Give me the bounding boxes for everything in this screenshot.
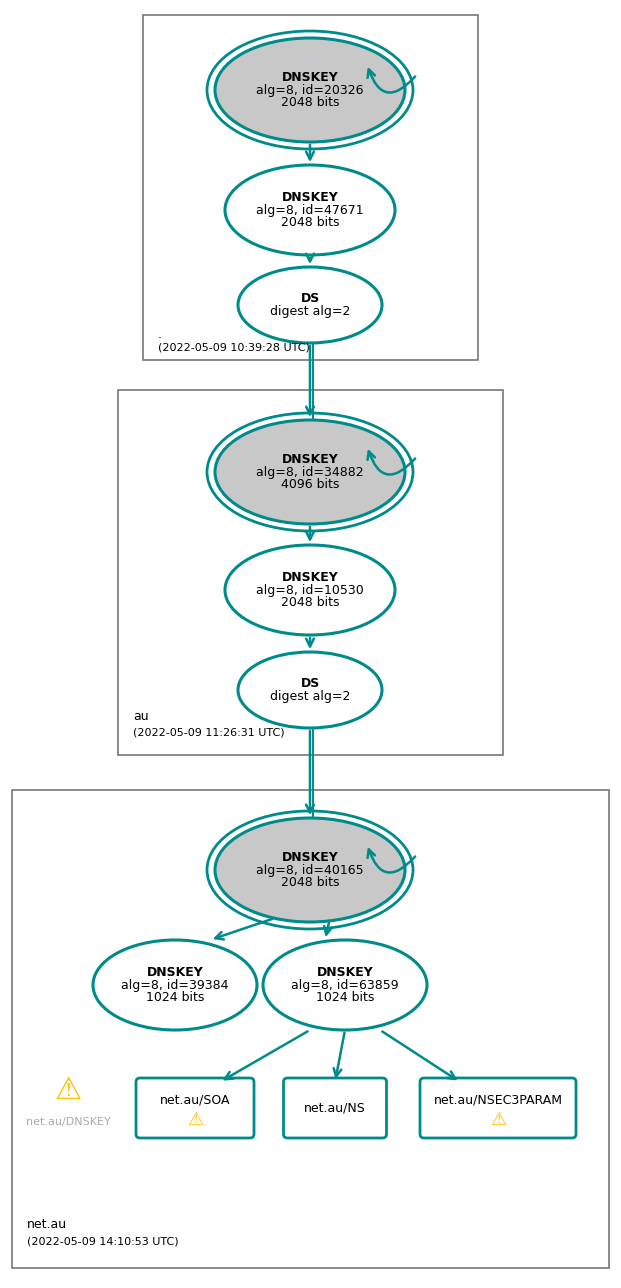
Text: net.au/NS: net.au/NS [304,1101,366,1114]
Text: DNSKEY: DNSKEY [282,71,338,84]
Text: 2048 bits: 2048 bits [281,876,339,889]
Text: net.au: net.au [27,1218,67,1231]
Text: 1024 bits: 1024 bits [146,990,204,1003]
Bar [143,15,478,361]
Text: net.au/SOA: net.au/SOA [160,1094,230,1106]
Text: au: au [133,710,148,723]
Text: alg=8, id=40165: alg=8, id=40165 [256,863,364,877]
Text: ⚠: ⚠ [187,1112,203,1130]
Text: (2022-05-09 10:39:28 UTC): (2022-05-09 10:39:28 UTC) [158,343,310,352]
Ellipse shape [215,39,405,142]
Text: ⚠: ⚠ [490,1112,506,1130]
Text: 2048 bits: 2048 bits [281,215,339,229]
Text: DNSKEY: DNSKEY [282,453,338,466]
Text: DS: DS [301,292,320,305]
Text: 2048 bits: 2048 bits [281,595,339,609]
Text: (2022-05-09 14:10:53 UTC): (2022-05-09 14:10:53 UTC) [27,1236,179,1247]
Text: DNSKEY: DNSKEY [282,192,338,205]
Text: alg=8, id=20326: alg=8, id=20326 [256,84,364,97]
Text: DNSKEY: DNSKEY [282,851,338,864]
Text: 4096 bits: 4096 bits [281,478,339,491]
Text: 1024 bits: 1024 bits [316,990,374,1003]
FancyBboxPatch shape [136,1078,254,1139]
Text: alg=8, id=63859: alg=8, id=63859 [291,979,399,992]
Bar [12,790,609,1267]
Ellipse shape [238,267,382,343]
FancyBboxPatch shape [284,1078,386,1139]
Text: DNSKEY: DNSKEY [147,966,203,979]
Ellipse shape [238,652,382,728]
Text: alg=8, id=34882: alg=8, id=34882 [256,465,364,479]
Text: digest alg=2: digest alg=2 [270,689,350,702]
Text: alg=8, id=10530: alg=8, id=10530 [256,583,364,596]
Text: net.au/NSEC3PARAM: net.au/NSEC3PARAM [433,1094,563,1106]
Ellipse shape [225,165,395,255]
Ellipse shape [225,545,395,635]
Text: DS: DS [301,677,320,690]
Text: net.au/DNSKEY: net.au/DNSKEY [25,1117,111,1127]
Bar [118,390,503,755]
Ellipse shape [263,940,427,1030]
Ellipse shape [215,818,405,922]
Text: ⚠: ⚠ [54,1075,82,1105]
Text: .: . [158,328,162,341]
Text: 2048 bits: 2048 bits [281,95,339,108]
Text: alg=8, id=39384: alg=8, id=39384 [121,979,229,992]
Ellipse shape [215,420,405,524]
Text: alg=8, id=47671: alg=8, id=47671 [256,204,364,216]
Text: (2022-05-09 11:26:31 UTC): (2022-05-09 11:26:31 UTC) [133,726,284,737]
Ellipse shape [93,940,257,1030]
Text: DNSKEY: DNSKEY [282,572,338,585]
Text: digest alg=2: digest alg=2 [270,304,350,318]
Text: DNSKEY: DNSKEY [317,966,373,979]
FancyBboxPatch shape [420,1078,576,1139]
